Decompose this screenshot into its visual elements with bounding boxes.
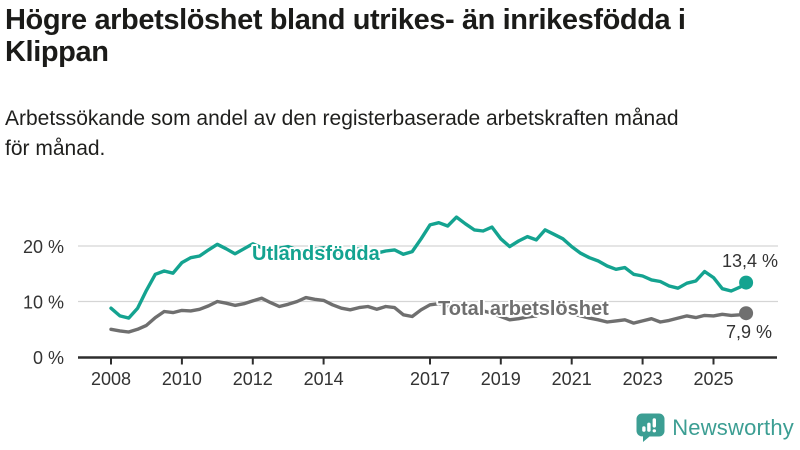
series-line-total [109, 295, 748, 334]
x-axis-label: 2023 [623, 369, 663, 389]
page-title-line-2: Klippan [5, 36, 109, 68]
x-axis-label: 2014 [304, 369, 344, 389]
page-title-line-1: Högre arbetslöshet bland utrikes- än inr… [5, 4, 686, 36]
chart-subtitle: Arbetssökande som andel av den registerb… [5, 104, 797, 164]
newsworthy-wordmark: Newsworthy [672, 415, 794, 440]
page-title: Högre arbetslöshet bland utrikes- än inr… [5, 4, 797, 68]
newsworthy-logo: Newsworthy [636, 413, 794, 443]
y-axis-label: 10 % [23, 293, 64, 313]
x-axis-label: 2010 [162, 369, 202, 389]
x-axis-label: 2008 [91, 369, 131, 389]
newsworthy-bubble-chart-icon [636, 413, 665, 442]
y-axis-label: 0 % [33, 348, 64, 368]
x-axis-label: 2012 [233, 369, 273, 389]
x-axis-label: 2025 [693, 369, 733, 389]
x-axis-label: 2021 [552, 369, 592, 389]
x-axis-label: 2019 [481, 369, 521, 389]
x-axis-label: 2017 [410, 369, 450, 389]
series-end-value-label: 13,4 % [722, 251, 778, 271]
series-line-utlandsfodda [109, 215, 748, 320]
y-axis-label: 20 % [23, 237, 64, 257]
series-inline-label: Total arbetslöshet [438, 298, 609, 320]
series-end-dot-total [739, 306, 754, 321]
chart-subtitle-line-2: för månad. [5, 137, 106, 160]
series-end-value-label: 7,9 % [726, 322, 772, 342]
series-end-dot-utlandsfodda [739, 275, 754, 290]
chart-subtitle-line-1: Arbetssökande som andel av den registerb… [5, 107, 679, 130]
chart-header: Högre arbetslöshet bland utrikes- än inr… [5, 4, 797, 164]
series-inline-label: Utlandsfödda [252, 243, 381, 265]
